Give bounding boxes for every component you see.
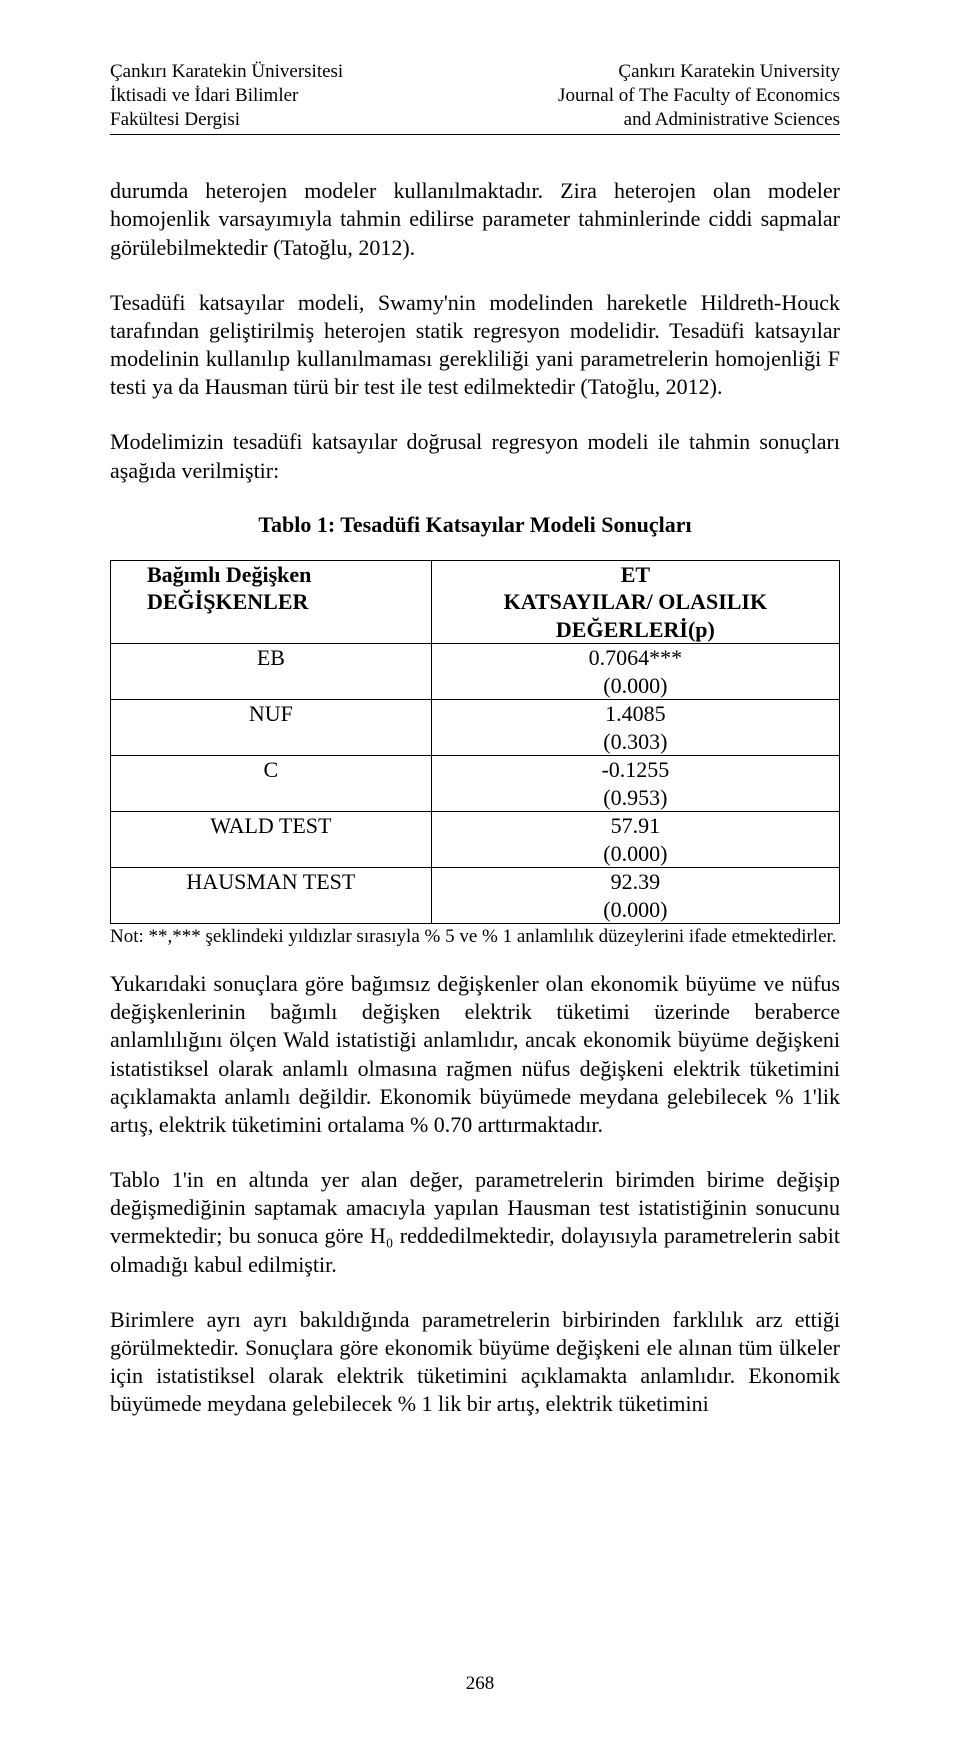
header-right-2: Journal of The Faculty of Economics	[558, 84, 840, 108]
page-number: 268	[0, 1673, 960, 1695]
row-nuf-value: 1.4085 (0.303)	[431, 700, 839, 756]
paragraph-6: Birimlere ayrı ayrı bakıldığında paramet…	[110, 1306, 840, 1419]
variables-label: DEĞİŞKENLER	[147, 589, 308, 614]
row-wald-label: WALD TEST	[111, 812, 432, 868]
c-coeff: -0.1255	[601, 757, 669, 782]
row-c-value: -0.1255 (0.953)	[431, 756, 839, 812]
table-header-row: Bağımlı Değişken DEĞİŞKENLER ET KATSAYIL…	[111, 560, 840, 644]
wald-p: (0.000)	[603, 841, 667, 866]
hausman-stat: 92.39	[611, 869, 661, 894]
header-row-2: İktisadi ve İdari Bilimler Journal of Th…	[110, 84, 840, 108]
hausman-p: (0.000)	[603, 897, 667, 922]
paragraph-2: Tesadüfi katsayılar modeli, Swamy'nin mo…	[110, 289, 840, 402]
row-eb-value: 0.7064*** (0.000)	[431, 644, 839, 700]
header-right-3: and Administrative Sciences	[624, 108, 840, 132]
et-label: ET	[621, 562, 650, 587]
page-header: Çankırı Karatekin Üniversitesi Çankırı K…	[110, 60, 840, 131]
results-table: Bağımlı Değişken DEĞİŞKENLER ET KATSAYIL…	[110, 560, 840, 925]
nuf-coeff: 1.4085	[605, 701, 666, 726]
table-header-left: Bağımlı Değişken DEĞİŞKENLER	[111, 560, 432, 644]
coeff-prob-label: KATSAYILAR/ OLASILIK DEĞERLERİ(p)	[504, 589, 767, 642]
header-divider	[110, 134, 840, 135]
dep-var-label: Bağımlı Değişken	[147, 562, 311, 587]
table-row: WALD TEST 57.91 (0.000)	[111, 812, 840, 868]
nuf-p: (0.303)	[603, 729, 667, 754]
row-hausman-label: HAUSMAN TEST	[111, 868, 432, 924]
header-right-1: Çankırı Karatekin University	[618, 60, 840, 84]
header-left-2: İktisadi ve İdari Bilimler	[110, 84, 298, 108]
table-row: C -0.1255 (0.953)	[111, 756, 840, 812]
paragraph-3: Modelimizin tesadüfi katsayılar doğrusal…	[110, 428, 840, 484]
row-c-label: C	[111, 756, 432, 812]
table-note: Not: **,*** şeklindeki yıldızlar sırasıy…	[110, 926, 840, 948]
eb-p: (0.000)	[603, 673, 667, 698]
paragraph-1: durumda heterojen modeler kullanılmaktad…	[110, 177, 840, 261]
header-row-3: Fakültesi Dergisi and Administrative Sci…	[110, 108, 840, 132]
eb-coeff: 0.7064***	[589, 645, 683, 670]
table-row: NUF 1.4085 (0.303)	[111, 700, 840, 756]
header-row-1: Çankırı Karatekin Üniversitesi Çankırı K…	[110, 60, 840, 84]
paragraph-5: Tablo 1'in en altında yer alan değer, pa…	[110, 1166, 840, 1279]
row-eb-label: EB	[111, 644, 432, 700]
row-hausman-value: 92.39 (0.000)	[431, 868, 839, 924]
table-header-right: ET KATSAYILAR/ OLASILIK DEĞERLERİ(p)	[431, 560, 839, 644]
table-row: HAUSMAN TEST 92.39 (0.000)	[111, 868, 840, 924]
table-title: Tablo 1: Tesadüfi Katsayılar Modeli Sonu…	[110, 512, 840, 538]
paragraph-4: Yukarıdaki sonuçlara göre bağımsız değiş…	[110, 970, 840, 1139]
table-row: EB 0.7064*** (0.000)	[111, 644, 840, 700]
c-p: (0.953)	[603, 785, 667, 810]
header-left-1: Çankırı Karatekin Üniversitesi	[110, 60, 343, 84]
header-left-3: Fakültesi Dergisi	[110, 108, 240, 132]
row-nuf-label: NUF	[111, 700, 432, 756]
row-wald-value: 57.91 (0.000)	[431, 812, 839, 868]
wald-stat: 57.91	[611, 813, 661, 838]
